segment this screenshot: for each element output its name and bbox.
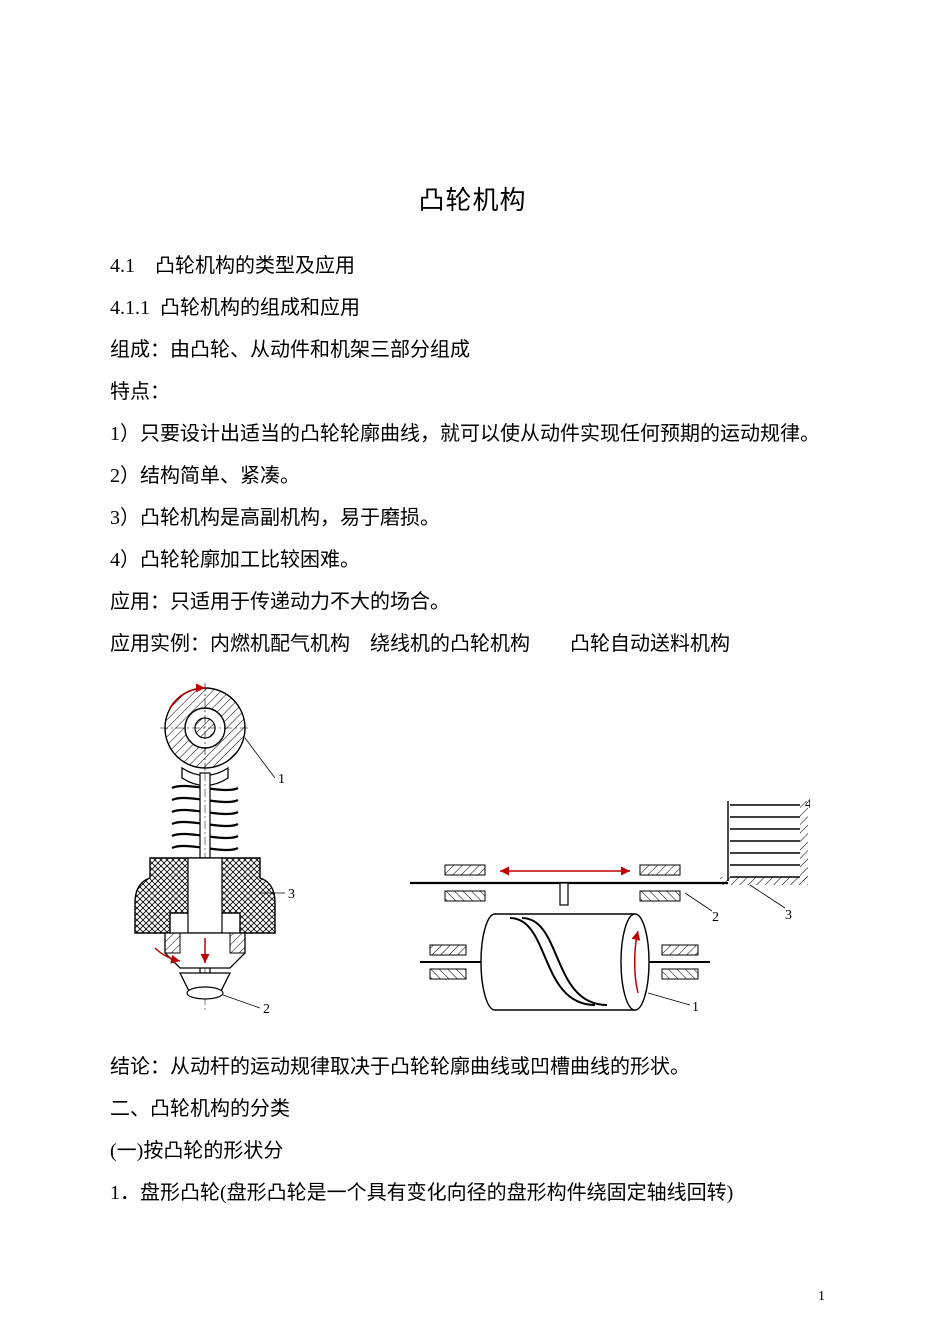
body-text-feature-1: 1）只要设计出适当的凸轮轮廓曲线，就可以使从动件实现任何预期的运动规律。 [110, 413, 835, 455]
body-text-conclusion: 结论：从动杆的运动规律取决于凸轮轮廓曲线或凹槽曲线的形状。 [110, 1046, 835, 1088]
body-text-composition: 组成：由凸轮、从动件和机架三部分组成 [110, 329, 835, 371]
body-text-feature-4: 4）凸轮轮廓加工比较困难。 [110, 539, 835, 581]
svg-text:1: 1 [278, 772, 285, 787]
svg-text:2: 2 [712, 910, 719, 925]
cylindrical-cam-svg: 4 3 2 [390, 793, 810, 1023]
page-number: 1 [818, 1289, 825, 1305]
body-text-disk-cam: 1．盘形凸轮(盘形凸轮是一个具有变化向径的盘形构件绕固定轴线回转) [110, 1172, 835, 1214]
body-text-feature-3: 3）凸轮机构是高副机构，易于磨损。 [110, 497, 835, 539]
page-title: 凸轮机构 [110, 180, 835, 217]
document-page: 凸轮机构 4.1 凸轮机构的类型及应用 4.1.1 凸轮机构的组成和应用 组成：… [0, 0, 945, 1264]
svg-text:3: 3 [288, 887, 295, 902]
body-text-features: 特点： [110, 371, 835, 413]
section-heading-4-1-1: 4.1.1 凸轮机构的组成和应用 [110, 287, 835, 329]
figure-valve-cam: 1 3 2 [110, 683, 340, 1028]
section-heading-4-1: 4.1 凸轮机构的类型及应用 [110, 245, 835, 287]
figure-row: 1 3 2 [110, 683, 835, 1028]
svg-text:3: 3 [785, 908, 792, 923]
section-heading-2: 二、凸轮机构的分类 [110, 1088, 835, 1130]
svg-text:4: 4 [805, 797, 810, 812]
valve-cam-svg: 1 3 2 [110, 683, 340, 1023]
subsection-heading-shape: (一)按凸轮的形状分 [110, 1130, 835, 1172]
figure-cylindrical-cam: 4 3 2 [390, 793, 810, 1028]
svg-text:1: 1 [692, 1000, 699, 1015]
body-text-application: 应用：只适用于传递动力不大的场合。 [110, 581, 835, 623]
body-text-examples: 应用实例：内燃机配气机构 绕线机的凸轮机构 凸轮自动送料机构 [110, 623, 835, 665]
body-text-feature-2: 2）结构简单、紧凑。 [110, 455, 835, 497]
svg-text:2: 2 [263, 1002, 270, 1017]
